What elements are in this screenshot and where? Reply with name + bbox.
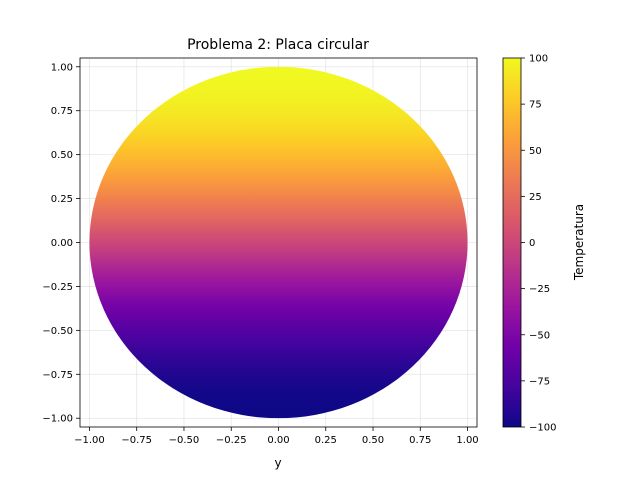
colorbar-tick-label: −75 xyxy=(529,376,550,387)
x-axis: −1.00 −0.75 −0.50 −0.25 0.00 0.25 0.50 0.75 1.00 xyxy=(74,427,479,446)
colorbar-tick-label: 25 xyxy=(529,192,542,203)
colorbar-tick-label: 100 xyxy=(529,54,548,65)
colorbar: −100 −75 −50 −25 0 25 50 75 100 Temperatura xyxy=(502,54,586,434)
y-tick-label: 1.00 xyxy=(51,62,73,73)
x-tick-label: 0.50 xyxy=(362,435,384,446)
chart-title: Problema 2: Placa circular xyxy=(187,37,369,53)
y-tick-label: 0.75 xyxy=(51,106,73,117)
x-tick-label: −1.00 xyxy=(74,435,105,446)
colorbar-tick-label: −25 xyxy=(529,284,550,295)
colorbar-tick-label: −50 xyxy=(529,330,550,341)
x-tick-label: −0.50 xyxy=(169,435,200,446)
y-tick-label: 0.00 xyxy=(51,238,73,249)
x-tick-label: 0.25 xyxy=(315,435,337,446)
y-tick-label: −1.00 xyxy=(42,414,73,425)
x-tick-label: −0.75 xyxy=(121,435,152,446)
colorbar-label: Temperatura xyxy=(572,204,586,281)
x-tick-label: 0.00 xyxy=(267,435,289,446)
colorbar-tick-label: −100 xyxy=(529,423,556,434)
colorbar-gradient xyxy=(502,57,522,428)
y-tick-label: −0.25 xyxy=(42,282,73,293)
colorbar-tick-label: 0 xyxy=(529,238,535,249)
plot-area: −1.00 −0.75 −0.50 −0.25 0.00 0.25 0.50 0.75 1.00… xyxy=(42,57,479,446)
temperature-disk xyxy=(89,66,468,419)
x-tick-label: 1.00 xyxy=(456,435,478,446)
x-tick-label: −0.25 xyxy=(216,435,247,446)
y-axis: −1.00 −0.75 −0.50 −0.25 0.00 0.25 0.50 0.75 1.00 xyxy=(42,62,80,425)
y-tick-label: −0.50 xyxy=(42,326,73,337)
y-tick-label: 0.25 xyxy=(51,194,73,205)
y-tick-label: −0.75 xyxy=(42,370,73,381)
x-tick-label: 0.75 xyxy=(409,435,431,446)
x-axis-label: y xyxy=(274,456,281,470)
y-tick-label: 0.50 xyxy=(51,150,73,161)
colorbar-tick-label: 50 xyxy=(529,146,542,157)
colorbar-tick-label: 75 xyxy=(529,100,542,111)
colorbar-ticks: −100 −75 −50 −25 0 25 50 75 100 xyxy=(521,54,556,434)
